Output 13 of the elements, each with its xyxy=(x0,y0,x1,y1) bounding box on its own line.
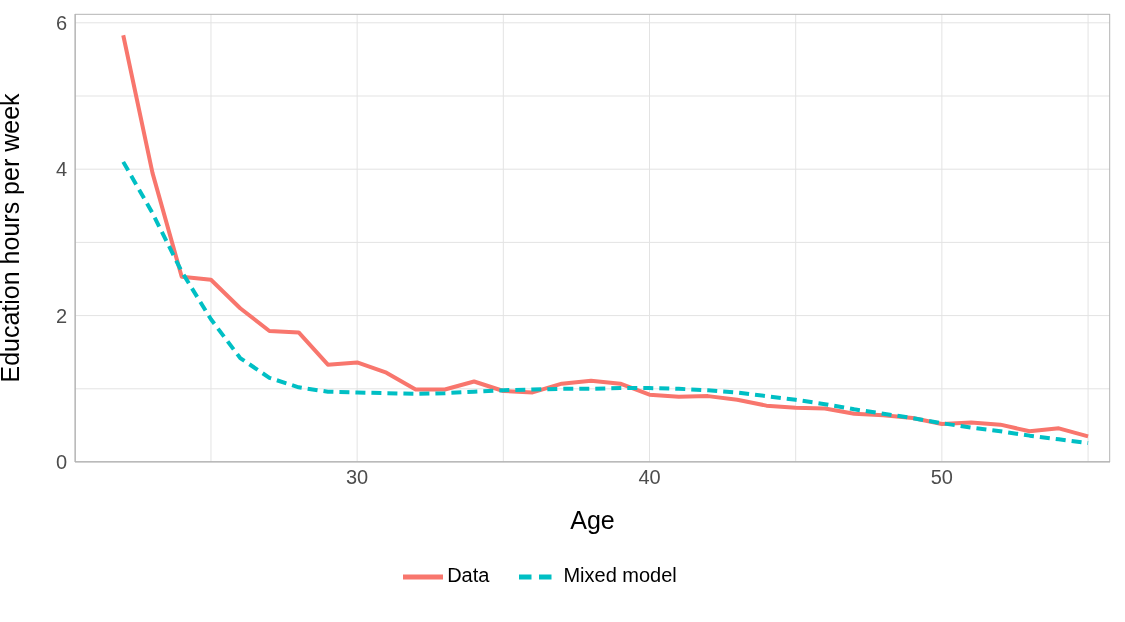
x-axis-title: Age xyxy=(570,506,615,534)
x-tick-label: 30 xyxy=(346,466,369,489)
y-tick-label: 4 xyxy=(55,158,67,181)
line-series xyxy=(121,159,1091,445)
x-tick-label: 40 xyxy=(638,466,661,489)
legend-label: Data xyxy=(447,564,490,587)
y-axis-title: Education hours per week xyxy=(0,92,24,383)
x-tick-label: 50 xyxy=(930,466,954,489)
line-series xyxy=(121,33,1091,439)
y-tick-label: 0 xyxy=(55,451,67,474)
y-tick-label: 6 xyxy=(55,11,67,34)
legend-label: Mixed model xyxy=(563,564,677,587)
y-tick-label: 2 xyxy=(55,304,67,327)
